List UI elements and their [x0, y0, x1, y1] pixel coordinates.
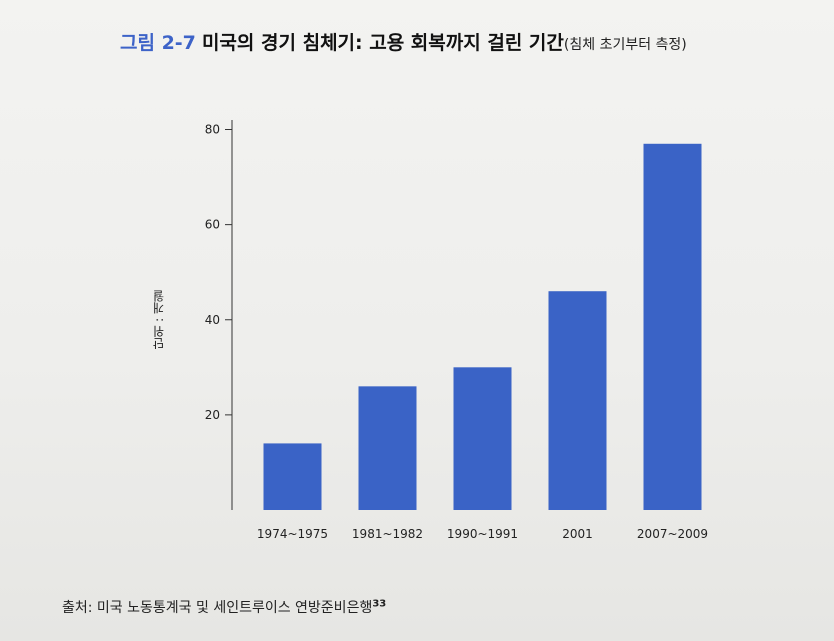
x-tick-label: 1981~1982 — [352, 527, 423, 541]
source-note: 출처: 미국 노동통계국 및 세인트루이스 연방준비은행33 — [62, 597, 386, 617]
bar — [453, 367, 512, 510]
x-tick-label: 1974~1975 — [257, 527, 328, 541]
y-tick-label: 60 — [205, 218, 220, 232]
title-main: 미국의 경기 침체기: 고용 회복까지 걸린 기간 — [201, 32, 564, 54]
x-tick-label: 2001 — [562, 527, 593, 541]
bar — [263, 443, 322, 510]
source-text: 출처: 미국 노동통계국 및 세인트루이스 연방준비은행 — [62, 600, 373, 616]
bar — [643, 143, 702, 510]
chart-title: 그림 2-7 미국의 경기 침체기: 고용 회복까지 걸린 기간(침체 초기부터… — [120, 28, 687, 55]
x-tick-label: 1990~1991 — [447, 527, 518, 541]
figure-number: 그림 2-7 — [120, 32, 196, 54]
footnote-number: 33 — [372, 598, 387, 610]
y-axis-label: 단위 : 개월 — [152, 290, 166, 350]
y-tick-label: 80 — [205, 123, 220, 137]
y-tick-label: 40 — [205, 313, 220, 327]
x-tick-label: 2007~2009 — [637, 527, 708, 541]
bar — [358, 386, 417, 510]
y-tick-label: 20 — [205, 408, 220, 422]
bar — [548, 291, 607, 510]
title-sub: (침체 초기부터 측정) — [563, 37, 687, 53]
